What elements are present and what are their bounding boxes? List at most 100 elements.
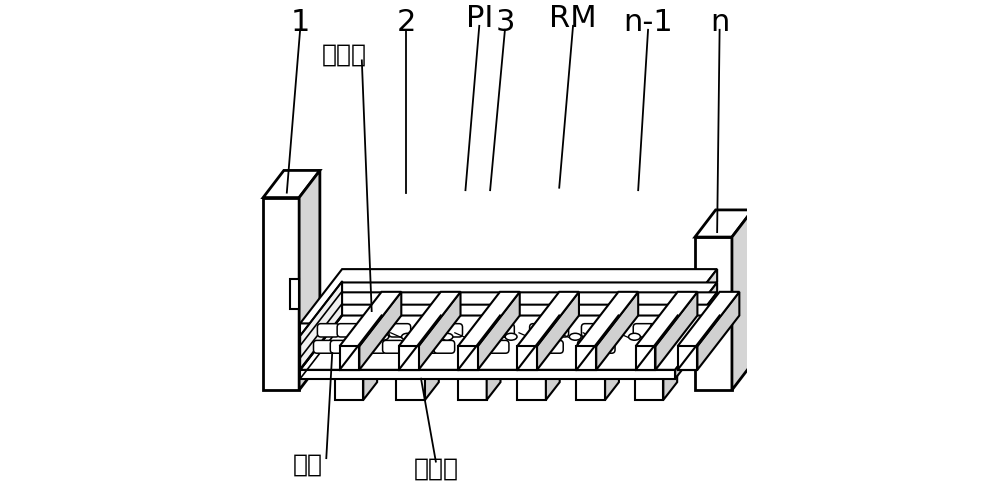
Polygon shape bbox=[697, 292, 739, 370]
FancyBboxPatch shape bbox=[651, 324, 672, 337]
FancyBboxPatch shape bbox=[421, 324, 443, 337]
FancyBboxPatch shape bbox=[493, 324, 514, 337]
Polygon shape bbox=[732, 210, 753, 390]
Polygon shape bbox=[576, 292, 638, 346]
FancyBboxPatch shape bbox=[601, 324, 623, 337]
Polygon shape bbox=[300, 324, 675, 336]
Polygon shape bbox=[300, 304, 717, 359]
Polygon shape bbox=[300, 336, 675, 345]
Polygon shape bbox=[546, 318, 560, 400]
Polygon shape bbox=[695, 210, 753, 237]
Text: n-1: n-1 bbox=[623, 8, 673, 37]
Polygon shape bbox=[636, 346, 655, 370]
FancyBboxPatch shape bbox=[594, 340, 615, 353]
Polygon shape bbox=[663, 318, 677, 400]
Polygon shape bbox=[675, 282, 717, 346]
Polygon shape bbox=[399, 346, 419, 370]
Polygon shape bbox=[300, 269, 717, 324]
Polygon shape bbox=[263, 170, 320, 198]
Polygon shape bbox=[458, 318, 500, 336]
Ellipse shape bbox=[594, 334, 606, 340]
Polygon shape bbox=[675, 269, 717, 336]
FancyBboxPatch shape bbox=[369, 324, 391, 337]
Polygon shape bbox=[300, 292, 717, 346]
Polygon shape bbox=[678, 292, 739, 346]
FancyBboxPatch shape bbox=[330, 340, 351, 353]
FancyBboxPatch shape bbox=[581, 324, 603, 337]
Polygon shape bbox=[576, 318, 619, 336]
FancyBboxPatch shape bbox=[314, 340, 334, 353]
Polygon shape bbox=[596, 292, 638, 370]
Polygon shape bbox=[419, 292, 461, 370]
FancyBboxPatch shape bbox=[434, 340, 455, 353]
Polygon shape bbox=[335, 336, 363, 400]
Ellipse shape bbox=[402, 334, 413, 340]
Polygon shape bbox=[396, 318, 439, 336]
FancyBboxPatch shape bbox=[547, 324, 569, 337]
Polygon shape bbox=[517, 336, 546, 400]
Text: RM: RM bbox=[549, 4, 597, 34]
Polygon shape bbox=[363, 318, 377, 400]
Ellipse shape bbox=[441, 334, 453, 340]
Polygon shape bbox=[458, 346, 478, 370]
FancyBboxPatch shape bbox=[365, 340, 386, 353]
FancyBboxPatch shape bbox=[383, 340, 403, 353]
Polygon shape bbox=[478, 292, 520, 370]
Ellipse shape bbox=[629, 334, 640, 340]
FancyBboxPatch shape bbox=[475, 324, 497, 337]
Polygon shape bbox=[636, 292, 697, 346]
Polygon shape bbox=[635, 318, 677, 336]
Polygon shape bbox=[300, 282, 717, 337]
Polygon shape bbox=[675, 304, 717, 369]
Ellipse shape bbox=[377, 334, 389, 340]
Polygon shape bbox=[300, 316, 717, 370]
Polygon shape bbox=[675, 316, 717, 378]
Polygon shape bbox=[396, 336, 425, 400]
FancyBboxPatch shape bbox=[488, 340, 509, 353]
Polygon shape bbox=[399, 292, 461, 346]
Polygon shape bbox=[263, 198, 299, 390]
Polygon shape bbox=[425, 318, 439, 400]
Polygon shape bbox=[458, 336, 487, 400]
FancyBboxPatch shape bbox=[389, 324, 411, 337]
FancyBboxPatch shape bbox=[526, 340, 546, 353]
Polygon shape bbox=[300, 370, 675, 378]
FancyBboxPatch shape bbox=[633, 324, 655, 337]
Text: 2: 2 bbox=[397, 8, 416, 37]
Polygon shape bbox=[517, 346, 537, 370]
Polygon shape bbox=[695, 237, 732, 390]
Text: 3: 3 bbox=[495, 8, 515, 37]
FancyBboxPatch shape bbox=[417, 340, 438, 353]
FancyBboxPatch shape bbox=[317, 324, 339, 337]
FancyBboxPatch shape bbox=[530, 324, 551, 337]
Polygon shape bbox=[517, 292, 579, 346]
FancyBboxPatch shape bbox=[337, 324, 359, 337]
Polygon shape bbox=[359, 292, 401, 370]
Text: 上基板: 上基板 bbox=[322, 42, 367, 66]
Ellipse shape bbox=[505, 334, 517, 340]
Text: 液晶: 液晶 bbox=[293, 453, 323, 477]
Polygon shape bbox=[300, 346, 675, 358]
Text: PI: PI bbox=[466, 4, 493, 34]
FancyBboxPatch shape bbox=[542, 340, 563, 353]
Polygon shape bbox=[335, 318, 377, 336]
Text: 下基板: 下基板 bbox=[413, 457, 458, 481]
Polygon shape bbox=[655, 292, 697, 370]
FancyBboxPatch shape bbox=[578, 340, 598, 353]
Polygon shape bbox=[537, 292, 579, 370]
Polygon shape bbox=[458, 292, 520, 346]
Polygon shape bbox=[300, 282, 342, 370]
Ellipse shape bbox=[569, 334, 581, 340]
FancyBboxPatch shape bbox=[441, 324, 462, 337]
Polygon shape bbox=[635, 336, 663, 400]
FancyBboxPatch shape bbox=[471, 340, 492, 353]
Polygon shape bbox=[675, 292, 717, 358]
Text: n: n bbox=[710, 8, 729, 37]
Polygon shape bbox=[340, 292, 401, 346]
Polygon shape bbox=[678, 346, 697, 370]
Text: 1: 1 bbox=[290, 8, 310, 37]
Polygon shape bbox=[605, 318, 619, 400]
Polygon shape bbox=[576, 336, 605, 400]
Polygon shape bbox=[299, 170, 320, 390]
Polygon shape bbox=[340, 346, 359, 370]
